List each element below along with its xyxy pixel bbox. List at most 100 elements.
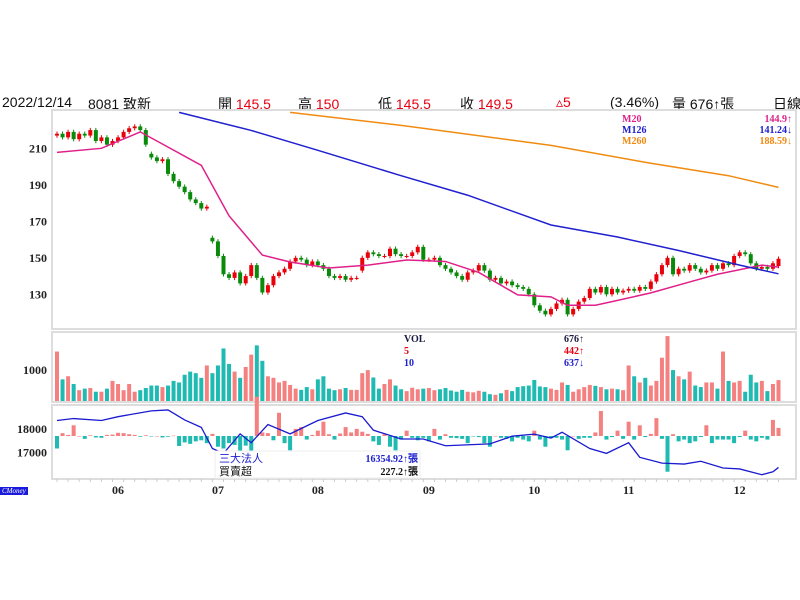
volume-bar	[66, 376, 71, 401]
net-buy-sell-bar	[576, 436, 581, 439]
net-buy-sell-bar	[693, 436, 698, 442]
candle-body	[193, 199, 198, 204]
volume-bar	[354, 389, 359, 401]
net-buy-sell-bar	[410, 436, 415, 438]
candle-body	[654, 274, 659, 282]
net-buy-sell-bar	[426, 436, 431, 442]
candle-body	[232, 272, 237, 278]
volume-legend: VOL 676↑ 5 442↑ 10 637↓	[400, 333, 586, 369]
net-buy-sell-bar	[99, 436, 104, 438]
volume-bar	[476, 390, 481, 401]
volume-bar	[121, 390, 126, 401]
candle-body	[349, 277, 354, 280]
candle-body	[432, 257, 437, 260]
price-tick-label: 210	[29, 141, 47, 155]
net-buy-sell-bar	[604, 436, 609, 440]
high-price: 高 150	[298, 94, 339, 114]
candle-body	[166, 159, 170, 174]
volume-bar	[71, 384, 76, 401]
price-change: ▵5	[556, 94, 571, 110]
candle-body	[571, 308, 576, 315]
volume-bar	[437, 389, 442, 401]
candle-body	[476, 265, 481, 271]
volume-bar	[93, 391, 98, 401]
net-buy-sell-bar	[376, 436, 381, 445]
net-buy-sell-bar	[593, 432, 598, 436]
volume-bar	[343, 388, 348, 401]
candle-body	[382, 256, 387, 257]
candle-body	[726, 263, 731, 266]
stock-name: 8081 致新	[88, 96, 152, 112]
net-buy-sell-bar	[432, 428, 437, 436]
candle-body	[648, 281, 653, 289]
volume-bar	[99, 391, 104, 401]
candle-body	[215, 241, 220, 256]
ma126-value: 141.24↓	[760, 125, 793, 136]
candle-body	[643, 287, 648, 289]
volume-bar	[338, 389, 343, 401]
volume-bar	[304, 387, 309, 401]
net-buy-sell-bar	[382, 434, 387, 436]
volume-bar	[326, 388, 331, 401]
volume-bar	[665, 336, 670, 401]
net-buy-sell-bar	[521, 436, 526, 440]
candle-body	[315, 261, 320, 266]
net-buy-sell-bar	[293, 428, 298, 436]
volume-bar	[721, 351, 725, 401]
net-buy-sell-bar	[598, 411, 603, 436]
volume-bar	[521, 386, 526, 401]
candle-body	[154, 157, 159, 162]
candle-body	[715, 265, 720, 269]
net-buy-sell-bar	[560, 436, 565, 440]
candle-body	[499, 277, 503, 284]
candle-body	[676, 268, 681, 275]
candle-body	[93, 130, 98, 142]
net-buy-sell-bar	[210, 433, 215, 436]
candle-body	[537, 305, 542, 311]
net-buy-sell-bar	[55, 436, 59, 449]
candle-body	[338, 276, 343, 278]
net-buy-sell-bar	[254, 396, 259, 436]
net-buy-sell-bar	[676, 436, 681, 442]
volume-bar	[698, 387, 703, 401]
candle-body	[221, 256, 226, 275]
high-value: 150	[315, 96, 340, 112]
net-buy-sell-bar	[721, 436, 725, 440]
candle-body	[204, 206, 209, 209]
volume-bar	[210, 373, 215, 401]
volume-bar	[382, 384, 387, 401]
candle-body	[665, 257, 670, 266]
candle-body	[732, 256, 737, 266]
net-buy-sell-bar	[321, 421, 326, 436]
volume-bar	[532, 379, 537, 401]
net-buy-sell-bar	[399, 436, 404, 440]
volume-bar	[765, 391, 770, 401]
candle-body	[177, 181, 182, 187]
candle-body	[182, 186, 187, 193]
volume-bar	[388, 379, 392, 401]
period-selector[interactable]: 日線	[773, 96, 800, 112]
volume-bar	[449, 390, 454, 401]
net-buy-sell-bar	[687, 436, 692, 444]
month-tick-label: 06	[112, 483, 124, 497]
net-buy-sell-bar	[659, 436, 664, 439]
net-buy-sell-bar	[199, 436, 204, 441]
volume-bar	[426, 388, 431, 401]
net-buy-sell-bar	[637, 425, 642, 436]
volume-bar	[576, 389, 581, 401]
net-buy-sell-bar	[188, 436, 193, 444]
net-buy-sell-bar	[582, 436, 587, 438]
net-buy-sell-bar	[171, 435, 176, 437]
candle-body	[532, 294, 537, 306]
net-buy-sell-bar	[360, 431, 365, 436]
volume-bar	[754, 382, 759, 401]
volume-bar	[82, 388, 87, 401]
candle-body	[604, 287, 609, 295]
candle-body	[687, 265, 692, 271]
net-buy-sell-bar	[665, 436, 670, 472]
candle-body	[71, 131, 76, 140]
institutional-legend: 三大法人 16354.92↑張 買賣超 227.2↑張	[214, 450, 421, 479]
net-buy-sell-bar	[343, 427, 348, 436]
volume-bar	[365, 370, 370, 401]
volume-bar	[77, 390, 82, 401]
